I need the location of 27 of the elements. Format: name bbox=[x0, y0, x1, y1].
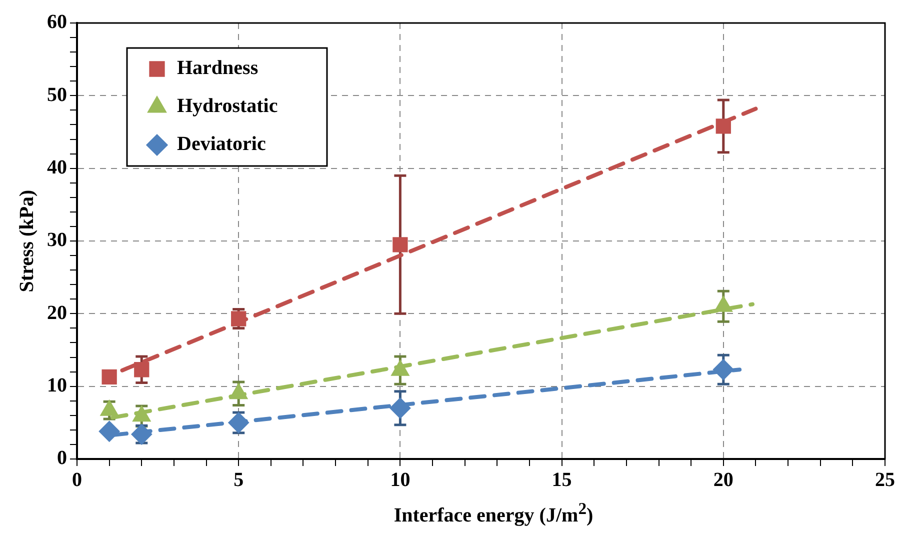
legend-label: Hardness bbox=[177, 57, 258, 80]
point bbox=[102, 369, 117, 384]
point bbox=[712, 359, 734, 380]
y-tick-label: 20 bbox=[47, 302, 67, 324]
point bbox=[392, 237, 408, 252]
x-tick-label: 10 bbox=[390, 469, 410, 492]
x-axis-title: Interface energy (J/m$^{2}$) bbox=[392, 498, 594, 529]
y-tick-label: 10 bbox=[47, 374, 67, 397]
point bbox=[134, 362, 150, 378]
point bbox=[716, 118, 731, 134]
point bbox=[390, 398, 411, 419]
point bbox=[131, 424, 152, 445]
y-tick-label: 60 bbox=[47, 11, 67, 34]
x-tick-label: 0 bbox=[72, 469, 82, 492]
y-tick-label: 40 bbox=[47, 156, 67, 179]
y-axis-title: Stress (kPa) bbox=[16, 190, 38, 292]
legend-label: Deviatoric bbox=[177, 133, 266, 156]
legend-label: Hydrostatic bbox=[177, 95, 278, 118]
y-tick-label: 30 bbox=[47, 229, 67, 252]
point bbox=[228, 412, 250, 434]
point bbox=[98, 420, 120, 442]
x-tick-label: 5 bbox=[234, 469, 244, 492]
x-tick-label: 25 bbox=[875, 469, 895, 492]
y-tick-label: 50 bbox=[47, 84, 67, 106]
x-tick-label: 20 bbox=[713, 469, 734, 492]
y-tick-label: 0 bbox=[57, 447, 67, 470]
x-tick-label: 15 bbox=[552, 469, 572, 492]
